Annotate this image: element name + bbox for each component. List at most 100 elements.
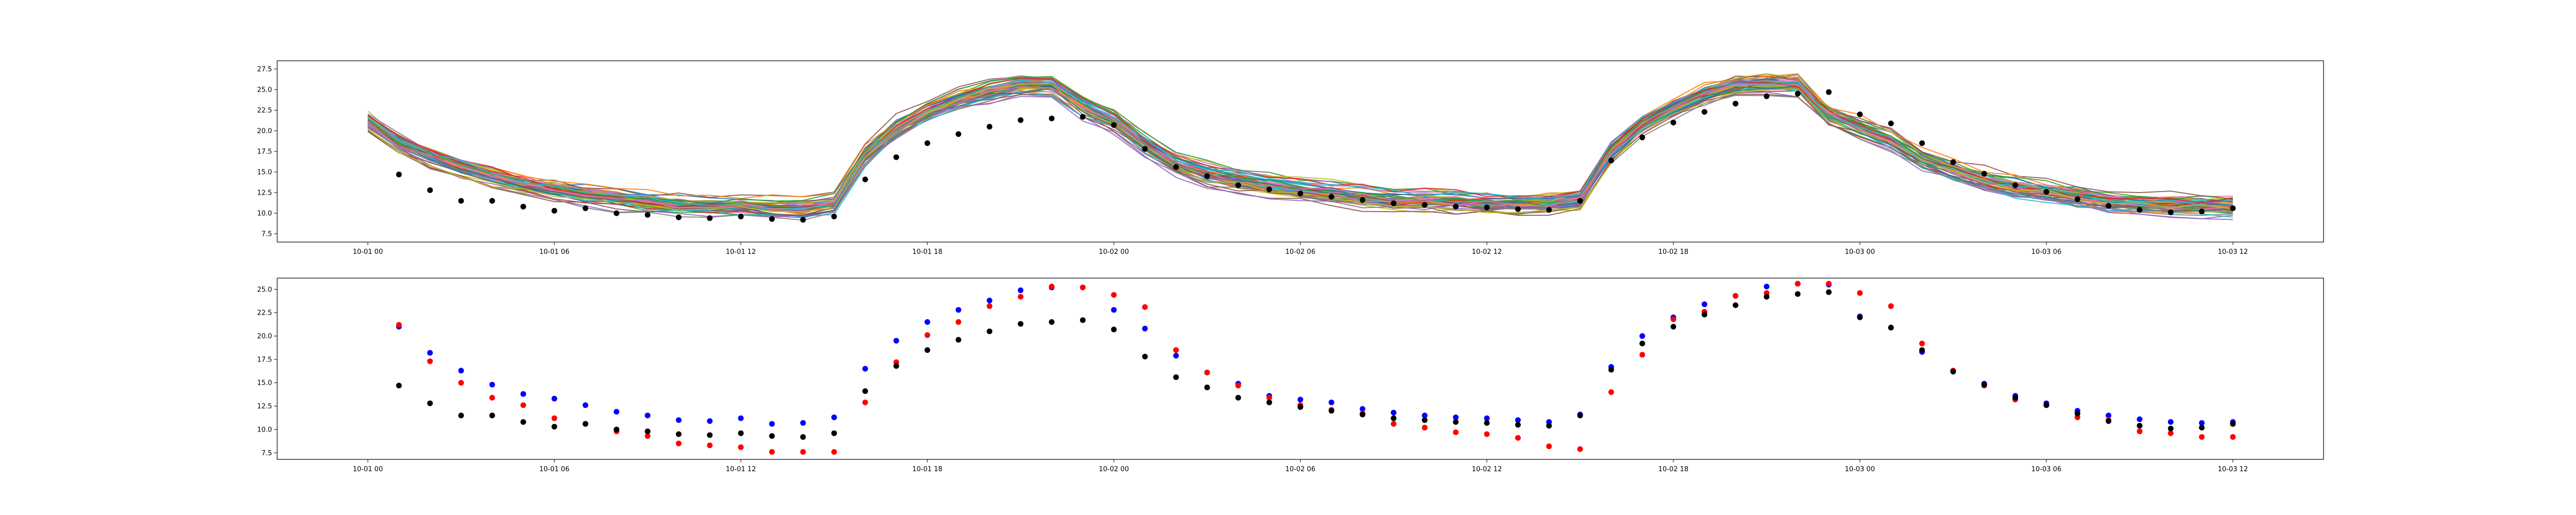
data-point xyxy=(1204,384,1210,390)
data-point xyxy=(2106,413,2112,419)
ensemble-member-line xyxy=(367,76,2233,204)
observed-point xyxy=(738,213,744,219)
x-tick-label: 10-02 12 xyxy=(1472,248,1502,256)
data-point xyxy=(738,430,744,436)
data-point xyxy=(520,419,527,425)
data-point xyxy=(862,399,868,405)
observed-point xyxy=(1421,202,1428,208)
observed-point xyxy=(707,215,713,221)
x-tick-label: 10-01 18 xyxy=(912,248,942,256)
data-point xyxy=(458,368,464,374)
data-point xyxy=(1453,414,1459,420)
data-point xyxy=(987,303,993,309)
data-point xyxy=(1391,409,1397,416)
data-point xyxy=(1919,347,1925,353)
data-point xyxy=(1453,429,1459,435)
data-point xyxy=(769,433,775,439)
x-tick-label: 10-01 18 xyxy=(912,466,942,473)
data-point xyxy=(396,322,402,328)
observed-point xyxy=(582,205,588,211)
x-tick-label: 10-02 00 xyxy=(1099,248,1129,256)
y-tick-label: 17.5 xyxy=(257,356,272,364)
data-point xyxy=(707,442,713,449)
observed-point xyxy=(1577,198,1583,204)
observed-point xyxy=(458,198,464,204)
observed-point xyxy=(1173,164,1179,170)
data-point xyxy=(1888,324,1894,331)
observed-point xyxy=(1701,109,1707,115)
y-tick-label: 22.5 xyxy=(257,107,272,115)
data-point xyxy=(1794,281,1801,287)
x-tick-label: 10-01 06 xyxy=(539,466,569,473)
observed-point xyxy=(2074,196,2080,202)
observed-point xyxy=(489,198,495,204)
observed-point xyxy=(987,124,993,130)
observed-point xyxy=(396,171,402,178)
observed-point xyxy=(1857,111,1863,117)
data-point xyxy=(1111,307,1117,313)
data-point xyxy=(1919,340,1925,347)
observed-point xyxy=(924,140,930,146)
data-point xyxy=(551,415,557,421)
data-point xyxy=(1950,368,1956,374)
observed-point xyxy=(1670,119,1676,126)
data-point xyxy=(1173,374,1179,380)
y-tick-label: 15.0 xyxy=(257,169,272,177)
x-tick-label: 10-01 12 xyxy=(726,248,756,256)
data-point xyxy=(955,307,961,313)
data-point xyxy=(955,319,961,325)
data-point xyxy=(551,396,557,402)
data-point xyxy=(1515,422,1521,428)
data-point xyxy=(1981,382,1987,388)
data-point xyxy=(955,337,961,343)
data-point xyxy=(1266,399,1273,405)
y-tick-label: 20.0 xyxy=(257,333,272,340)
data-point xyxy=(1111,327,1117,333)
observed-point xyxy=(1360,197,1366,203)
data-point xyxy=(427,400,433,406)
data-point xyxy=(1173,353,1179,359)
data-point xyxy=(1484,431,1490,437)
data-point xyxy=(1826,281,1832,287)
data-point xyxy=(924,319,930,325)
y-tick-label: 27.5 xyxy=(257,66,272,74)
observed-point xyxy=(2167,209,2174,215)
data-point xyxy=(396,383,402,389)
observed-point xyxy=(551,208,557,214)
data-point xyxy=(1235,383,1241,389)
data-point xyxy=(458,413,464,419)
data-point xyxy=(1701,312,1707,318)
observed-point xyxy=(1391,200,1397,207)
data-point xyxy=(1297,404,1303,410)
x-tick-label: 10-02 06 xyxy=(1285,248,1315,256)
data-point xyxy=(1670,323,1676,330)
data-point xyxy=(1484,420,1490,426)
data-point xyxy=(2012,394,2019,401)
data-point xyxy=(924,332,930,338)
data-point xyxy=(1794,291,1801,297)
data-point xyxy=(1608,389,1614,395)
data-point xyxy=(2074,410,2080,417)
data-point xyxy=(1639,340,1646,347)
x-tick-label: 10-01 12 xyxy=(726,466,756,473)
data-point xyxy=(458,380,464,386)
observed-point xyxy=(1515,206,1521,212)
observed-point xyxy=(520,203,527,210)
observed-point xyxy=(427,187,433,193)
observed-point xyxy=(1111,122,1117,128)
data-point xyxy=(2043,402,2049,408)
data-point xyxy=(489,382,495,388)
model-comparison-panel: 10-01 00 10-01 06 10-01 12 10-01 18 10-02 00… xyxy=(257,278,2324,473)
data-point xyxy=(1484,415,1490,421)
observed-point xyxy=(645,212,651,218)
data-point xyxy=(924,347,930,353)
observed-point xyxy=(2106,203,2112,209)
data-point xyxy=(1048,319,1055,325)
x-tick-label: 10-03 00 xyxy=(1845,248,1875,256)
data-point xyxy=(489,413,495,419)
data-point xyxy=(1204,369,1210,375)
x-tick-label: 10-03 12 xyxy=(2218,248,2248,256)
data-point xyxy=(1701,301,1707,307)
x-tick-label: 10-03 06 xyxy=(2031,248,2061,256)
data-point xyxy=(1546,423,1552,429)
